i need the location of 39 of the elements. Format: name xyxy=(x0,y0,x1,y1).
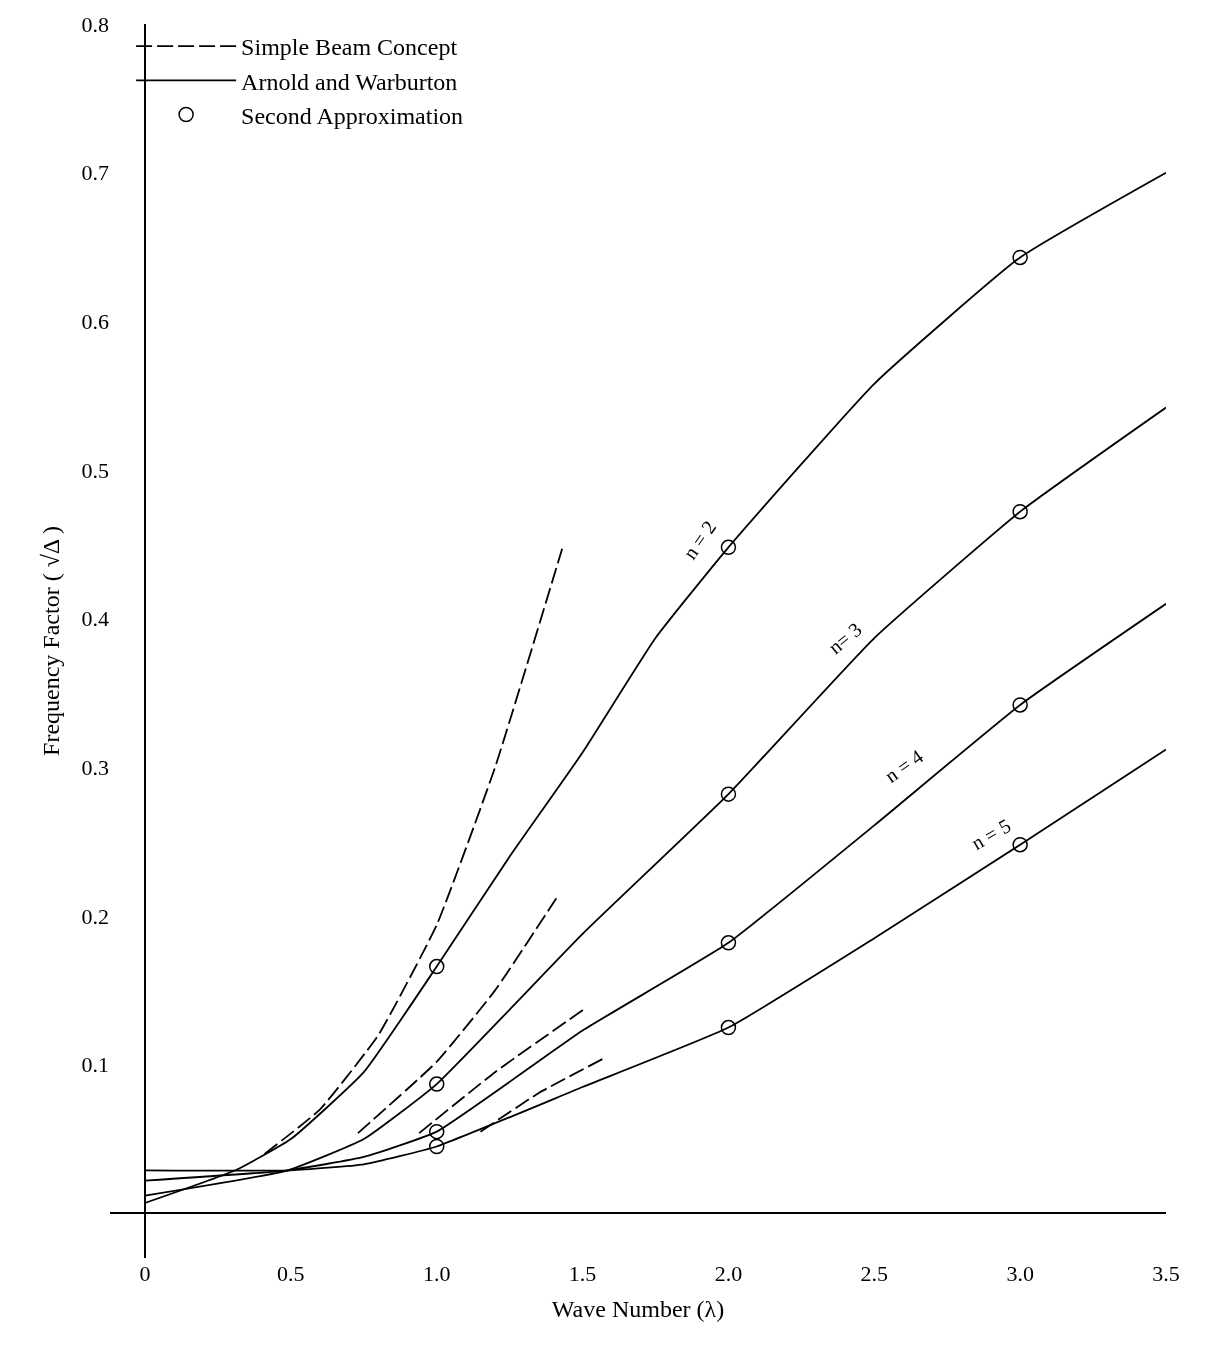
x-tick-label: 2.0 xyxy=(714,1261,743,1286)
x-tick-label: 3.5 xyxy=(1152,1261,1180,1286)
point xyxy=(428,958,445,975)
x-tick-label: 3.0 xyxy=(1006,1261,1034,1286)
point xyxy=(720,1019,737,1036)
legend-label: Simple Beam Concept xyxy=(241,34,458,61)
annotation: n= 3 xyxy=(823,618,866,659)
point xyxy=(1012,503,1028,520)
point xyxy=(720,786,737,802)
legend-label: Arnold and Warburton xyxy=(241,68,458,95)
y-tick-label: 0.6 xyxy=(81,309,109,335)
annotation: n = 4 xyxy=(880,744,928,787)
point xyxy=(428,1123,445,1140)
y-tick-label: 0.1 xyxy=(81,1052,109,1078)
x-tick-label: 1.0 xyxy=(422,1261,451,1286)
line-series xyxy=(263,547,564,1155)
x-tick-label: 0.5 xyxy=(277,1261,305,1286)
point xyxy=(428,1138,445,1155)
y-tick-label: 0.5 xyxy=(81,457,109,483)
x-tick-label: 1.5 xyxy=(568,1261,597,1286)
y-tick-label: 0.7 xyxy=(81,160,109,186)
point xyxy=(428,1076,445,1092)
y-axis-title: Frequency Factor ( √Δ ) xyxy=(37,526,64,756)
x-tick-label: 2.5 xyxy=(860,1261,889,1286)
annotation: n = 5 xyxy=(967,814,1015,854)
line-series xyxy=(357,897,558,1135)
point xyxy=(1012,697,1028,713)
legend-label: Second Approximation xyxy=(241,102,464,129)
point xyxy=(1012,249,1028,266)
y-tick-label: 0.4 xyxy=(81,606,109,632)
y-tick-label: 0.2 xyxy=(81,903,109,929)
annotation: n = 2 xyxy=(678,516,721,563)
x-axis-title: Wave Number (λ) xyxy=(551,1296,725,1323)
y-tick-label: 0.3 xyxy=(81,755,109,781)
point xyxy=(720,539,737,556)
point xyxy=(1012,836,1028,853)
x-tick-label: 0 xyxy=(139,1261,151,1286)
point xyxy=(720,935,737,951)
y-tick-label: 0.8 xyxy=(81,11,109,37)
